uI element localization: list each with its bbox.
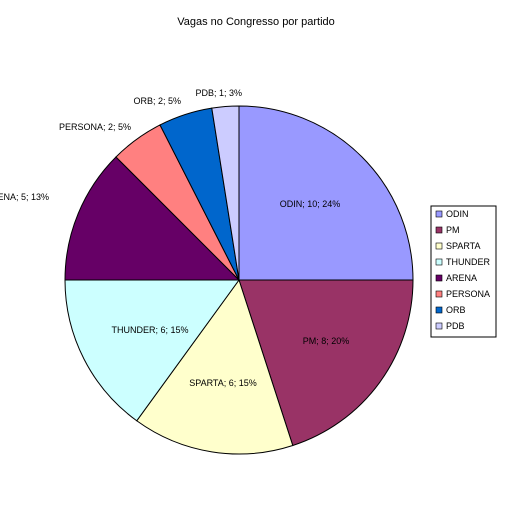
legend-swatch-arena bbox=[435, 274, 443, 282]
legend-swatch-persona bbox=[435, 290, 443, 298]
slice-labels: ODIN; 10; 24% PM; 8; 20% SPARTA; 6; 15% THU… bbox=[0, 88, 349, 388]
legend-swatch-pm bbox=[435, 226, 443, 234]
pie-slice-odin bbox=[238, 105, 414, 281]
legend-swatch-sparta bbox=[435, 242, 443, 250]
legend-label-pdb: PDB bbox=[446, 321, 465, 331]
legend-label-arena: ARENA bbox=[446, 273, 477, 283]
pie-slice-pm bbox=[238, 279, 414, 447]
legend: ODIN PM SPARTA THUNDER ARENA PERSONA ORB PDB bbox=[430, 205, 497, 338]
legend-swatch-orb bbox=[435, 306, 443, 314]
legend-label-pm: PM bbox=[446, 225, 460, 235]
pie-slice-thunder bbox=[64, 279, 240, 422]
pie-slices bbox=[64, 105, 414, 455]
legend-label-thunder: THUNDER bbox=[446, 257, 490, 267]
legend-swatch-pdb bbox=[435, 322, 443, 330]
slice-label-sparta: SPARTA; 6; 15% bbox=[189, 378, 257, 388]
legend-label-orb: ORB bbox=[446, 305, 466, 315]
chart-title: Vagas no Congresso por partido bbox=[177, 16, 335, 28]
pie-slice-arena bbox=[64, 156, 241, 281]
slice-label-pm: PM; 8; 20% bbox=[303, 336, 350, 346]
slice-label-thunder: THUNDER; 6; 15% bbox=[111, 325, 188, 335]
legend-label-persona: PERSONA bbox=[446, 289, 490, 299]
legend-swatch-odin bbox=[435, 210, 443, 218]
legend-swatch-thunder bbox=[435, 258, 443, 266]
slice-label-persona: PERSONA; 2; 5% bbox=[59, 122, 131, 132]
slice-label-arena: ARENA; 5; 13% bbox=[0, 192, 49, 202]
slice-label-pdb: PDB; 1; 3% bbox=[195, 88, 242, 98]
slice-label-orb: ORB; 2; 5% bbox=[133, 96, 181, 106]
legend-label-sparta: SPARTA bbox=[446, 241, 481, 251]
legend-label-odin: ODIN bbox=[446, 209, 469, 219]
pie-slice-pdb bbox=[211, 105, 240, 281]
pie-slice-sparta bbox=[136, 278, 294, 455]
legend-box bbox=[430, 205, 497, 338]
slice-label-odin: ODIN; 10; 24% bbox=[280, 199, 341, 209]
